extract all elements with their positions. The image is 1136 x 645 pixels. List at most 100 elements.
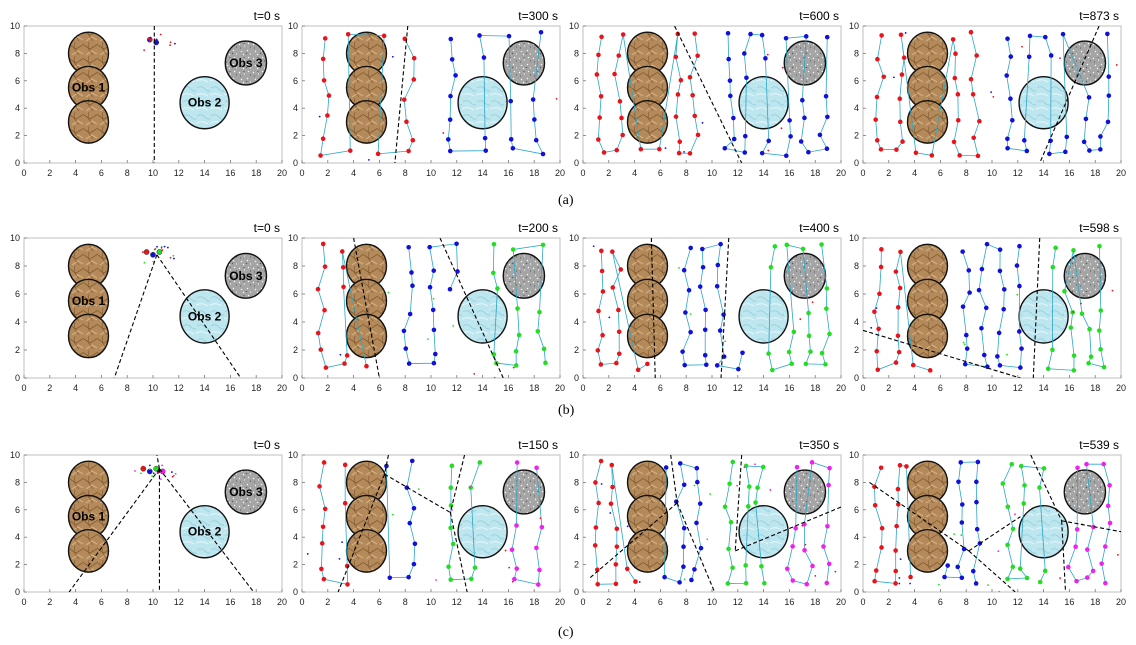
waypoint-marker xyxy=(407,311,413,317)
waypoint-marker xyxy=(1071,248,1076,253)
waypoint-marker xyxy=(695,132,701,138)
x-tick-label: 2 xyxy=(325,597,330,607)
waypoint-marker xyxy=(681,564,686,570)
obstacle-shape xyxy=(1018,75,1069,130)
obstacle-shape xyxy=(906,313,949,359)
sample-point xyxy=(173,257,175,260)
waypoint-marker xyxy=(1103,580,1108,586)
waypoint-marker xyxy=(322,264,328,269)
sample-point xyxy=(426,338,429,341)
waypoint-marker xyxy=(689,577,694,583)
waypoint-marker xyxy=(1010,564,1016,570)
obstacle-shape xyxy=(1063,469,1107,515)
waypoint-marker xyxy=(975,153,981,159)
waypoint-marker xyxy=(955,117,961,123)
waypoint-marker xyxy=(958,460,964,465)
sample-point xyxy=(801,524,804,527)
x-tick-label: 8 xyxy=(403,383,408,393)
y-tick-label: 6 xyxy=(293,505,298,515)
waypoint-marker xyxy=(491,241,497,247)
waypoint-marker xyxy=(979,325,984,331)
waypoint-marker xyxy=(959,502,965,507)
waypoint-marker xyxy=(953,51,958,56)
waypoint-marker xyxy=(592,543,598,548)
x-tick-label: 20 xyxy=(277,597,287,607)
waypoint-marker xyxy=(899,72,905,77)
waypoint-marker xyxy=(411,77,417,82)
y-tick-label: 10 xyxy=(849,233,859,243)
waypoint-marker xyxy=(617,99,623,104)
waypoint-marker xyxy=(483,148,489,153)
waypoint-marker xyxy=(1101,461,1106,467)
waypoint-marker xyxy=(810,563,815,569)
waypoint-marker xyxy=(512,576,517,582)
sample-point xyxy=(1016,293,1019,296)
sample-point xyxy=(592,245,595,248)
waypoint-marker xyxy=(955,92,961,97)
waypoint-marker xyxy=(878,147,884,152)
waypoint-marker xyxy=(633,579,638,584)
panel-0-0: Obs 1 Obs 2 Obs 3 0 2 4 6 8 10 12 14 16 18 20 0 2 4 6 8 10 t… xyxy=(10,9,287,178)
waypoint-marker xyxy=(722,504,728,510)
robot-path xyxy=(944,461,981,584)
y-tick-label: 4 xyxy=(854,317,859,327)
partition-line xyxy=(113,254,158,378)
sample-point xyxy=(953,533,956,536)
waypoint-marker xyxy=(681,525,687,531)
waypoint-marker xyxy=(1086,360,1091,366)
sample-point xyxy=(473,372,476,375)
sample-point xyxy=(508,566,511,569)
panel-0-3: 0 2 4 6 8 10 12 14 16 18 20 0 2 4 6 8 10 t=873 s xyxy=(849,9,1126,178)
waypoint-marker xyxy=(447,117,453,122)
x-tick-label: 12 xyxy=(1013,597,1023,607)
waypoint-marker xyxy=(745,504,751,509)
waypoint-marker xyxy=(320,136,326,142)
waypoint-marker xyxy=(594,567,600,573)
waypoint-marker xyxy=(1008,54,1014,59)
x-tick-label: 6 xyxy=(377,597,382,607)
x-tick-label: 6 xyxy=(658,383,663,393)
y-tick-label: 8 xyxy=(854,48,859,58)
waypoint-marker xyxy=(721,312,726,317)
panel-2-1: 0 2 4 6 8 10 12 14 16 18 20 0 2 4 6 8 10 t=150 s xyxy=(288,438,565,607)
waypoint-marker xyxy=(598,362,604,367)
waypoint-marker xyxy=(406,148,411,154)
waypoint-marker xyxy=(598,458,604,464)
waypoint-marker xyxy=(1027,33,1033,39)
waypoint-marker xyxy=(319,541,325,546)
waypoint-marker xyxy=(1081,139,1087,145)
partition-line xyxy=(863,329,1021,378)
robot-marker xyxy=(150,251,156,258)
y-tick-label: 4 xyxy=(854,532,859,542)
waypoint-marker xyxy=(412,541,418,547)
sample-point xyxy=(1021,45,1023,48)
x-tick-label: 0 xyxy=(860,383,865,393)
waypoint-marker xyxy=(1042,568,1048,574)
waypoint-marker xyxy=(971,135,977,141)
waypoint-marker xyxy=(409,270,414,275)
obstacle-shape xyxy=(1018,504,1069,559)
x-tick-label: 8 xyxy=(125,383,130,393)
waypoint-marker xyxy=(340,265,346,270)
waypoint-marker xyxy=(731,115,736,121)
waypoint-marker xyxy=(742,133,748,139)
x-tick-label: 18 xyxy=(1090,383,1100,393)
waypoint-marker xyxy=(321,78,327,83)
partition-line xyxy=(449,455,466,513)
y-tick-label: 6 xyxy=(15,76,20,86)
obstacle-label: Obs 1 xyxy=(72,81,106,95)
panel-2-3: 0 2 4 6 8 10 12 14 16 18 20 0 2 4 6 8 10 t=539 s xyxy=(849,438,1126,607)
waypoint-marker xyxy=(793,526,798,531)
x-tick-label: 6 xyxy=(658,597,663,607)
waypoint-marker xyxy=(1010,118,1015,123)
waypoint-marker xyxy=(770,367,775,373)
y-tick-label: 0 xyxy=(854,158,859,168)
waypoint-marker xyxy=(406,244,411,250)
waypoint-marker xyxy=(610,249,615,254)
waypoint-marker xyxy=(1075,465,1080,471)
waypoint-marker xyxy=(1087,148,1092,153)
x-tick-label: 10 xyxy=(707,597,717,607)
x-tick-label: 8 xyxy=(125,597,130,607)
waypoint-marker xyxy=(515,306,520,311)
x-tick-label: 4 xyxy=(351,168,356,178)
